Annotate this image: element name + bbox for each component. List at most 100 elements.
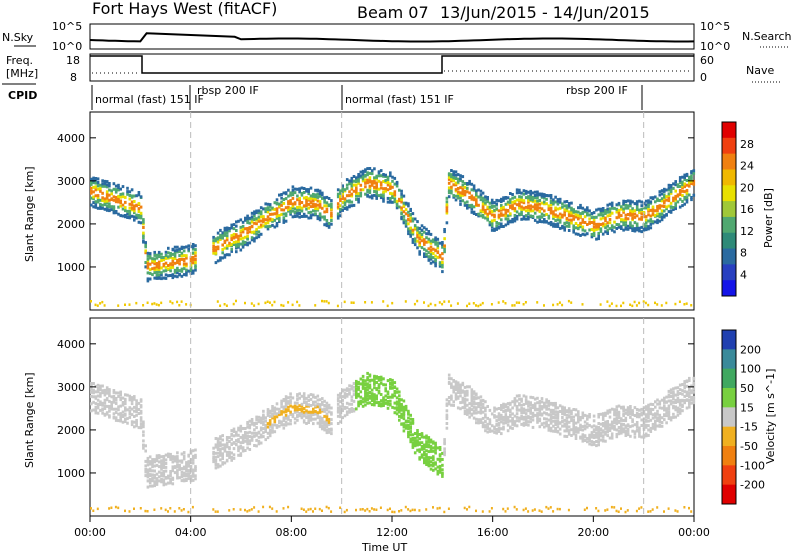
power-cell-333 bbox=[176, 245, 179, 249]
velocity-cell-1482 bbox=[481, 398, 485, 402]
velocity-cell-138 bbox=[126, 421, 129, 425]
velocity-cell-2077 bbox=[631, 429, 634, 433]
power-cell-1281 bbox=[450, 191, 453, 195]
power-cell-2077 bbox=[656, 205, 659, 208]
velocity-cell-1890 bbox=[586, 437, 589, 440]
velocity-cell-1330 bbox=[443, 510, 446, 514]
power-cell-1756 bbox=[570, 214, 573, 218]
velocity-cell-1816 bbox=[565, 422, 569, 426]
velocity-cell-1619 bbox=[520, 417, 523, 421]
velocity-cell-1260 bbox=[427, 464, 431, 468]
velocity-cell-305 bbox=[167, 510, 169, 513]
power-cell-1627 bbox=[536, 196, 539, 200]
velocity-colorbar-tick-5: -50 bbox=[740, 440, 758, 453]
velocity-cell-48 bbox=[101, 391, 104, 395]
power-cell-842 bbox=[327, 203, 331, 207]
power-cell-1680 bbox=[549, 194, 553, 197]
velocity-cell-2137 bbox=[647, 428, 650, 432]
velocity-cell-204 bbox=[144, 470, 147, 474]
power-cell-1200 bbox=[427, 230, 431, 233]
velocity-cell-1456 bbox=[477, 419, 480, 423]
velocity-cell-285 bbox=[162, 466, 166, 470]
power-cell-2000 bbox=[638, 217, 641, 221]
velocity-cell-139 bbox=[126, 417, 129, 421]
power-cell-114 bbox=[117, 188, 120, 192]
power-cell-1615 bbox=[533, 203, 537, 207]
velocity-cell-237 bbox=[151, 469, 154, 473]
power-cell-932 bbox=[355, 176, 358, 180]
velocity-cell-45 bbox=[101, 407, 104, 411]
power-cell-1165 bbox=[418, 233, 421, 237]
velocity-cell-571 bbox=[250, 508, 253, 511]
power-cell-240 bbox=[153, 253, 156, 257]
power-cell-1020 bbox=[379, 186, 383, 190]
velocity-cell-770 bbox=[305, 411, 308, 415]
velocity-cell-1176 bbox=[407, 427, 410, 430]
power-cell-1820 bbox=[588, 213, 591, 217]
velocity-cell-1960 bbox=[604, 430, 607, 434]
cpid-segment-2: rbsp 200 IF bbox=[197, 84, 259, 97]
velocity-cell-679 bbox=[280, 402, 283, 406]
power-cell-1 bbox=[90, 196, 93, 200]
power-cell-1631 bbox=[538, 220, 542, 223]
power-cell-433 bbox=[219, 228, 222, 232]
power-cell-2167 bbox=[678, 176, 682, 180]
power-cell-1291 bbox=[452, 195, 455, 199]
velocity-cell-798 bbox=[312, 417, 315, 421]
power-cell-1308 bbox=[456, 196, 460, 200]
velocity-cell-1627 bbox=[522, 423, 526, 427]
power-cell-531 bbox=[246, 231, 249, 235]
power-cell-1953 bbox=[626, 224, 630, 228]
power-cell-1423 bbox=[486, 212, 489, 216]
velocity-cell-1661 bbox=[529, 415, 532, 419]
velocity-cell-1188 bbox=[409, 430, 412, 434]
velocity-cell-1224 bbox=[418, 448, 421, 452]
velocity-cell-1448 bbox=[475, 408, 478, 412]
velocity-cell-2114 bbox=[640, 407, 643, 411]
velocity-cell-245 bbox=[153, 476, 156, 480]
velocity-cell-219 bbox=[146, 459, 150, 463]
velocity-cell-692 bbox=[284, 420, 288, 424]
power-cell-1655 bbox=[543, 194, 546, 198]
velocity-cell-757 bbox=[302, 419, 306, 423]
velocity-cell-656 bbox=[273, 415, 277, 419]
velocity-cell-7 bbox=[90, 382, 93, 385]
velocity-cell-366 bbox=[182, 451, 186, 455]
velocity-cell-1927 bbox=[595, 507, 598, 510]
power-cell-1594 bbox=[529, 214, 532, 218]
power-cell-657 bbox=[280, 200, 283, 204]
velocity-cell-213 bbox=[146, 475, 150, 479]
power-cell-1934 bbox=[622, 218, 625, 222]
velocity-cell-1232 bbox=[420, 447, 424, 451]
power-cell-266 bbox=[160, 277, 163, 281]
power-cell-2008 bbox=[640, 215, 643, 219]
velocity-cell-1214 bbox=[416, 443, 419, 447]
power-cell-558 bbox=[253, 230, 256, 234]
velocity-cell-1684 bbox=[533, 508, 536, 511]
velocity-colorbar-tick-7: -200 bbox=[740, 479, 765, 492]
power-cell-428 bbox=[219, 258, 222, 262]
power-cell-2090 bbox=[660, 215, 664, 219]
power-cell-293 bbox=[167, 255, 170, 259]
power-cell-1962 bbox=[629, 213, 632, 217]
power-cell-1641 bbox=[540, 215, 544, 219]
power-cell-836 bbox=[325, 195, 329, 199]
velocity-cell-820 bbox=[316, 402, 320, 406]
velocity-cell-1634 bbox=[522, 403, 526, 407]
power-cell-1945 bbox=[624, 220, 628, 224]
power-cell-582 bbox=[257, 209, 261, 213]
velocity-cell-196 bbox=[142, 443, 145, 447]
power-cell-1472 bbox=[497, 209, 501, 213]
power-cell-1725 bbox=[561, 303, 564, 307]
power-cell-1044 bbox=[386, 183, 390, 187]
velocity-cell-703 bbox=[287, 417, 290, 421]
velocity-cell-1773 bbox=[554, 410, 557, 414]
power-cell-1653 bbox=[543, 200, 546, 204]
power-cell-252 bbox=[155, 253, 159, 257]
velocity-cell-1387 bbox=[461, 406, 465, 410]
power-cell-300 bbox=[169, 262, 172, 266]
velocity-cell-1488 bbox=[484, 419, 487, 423]
power-cell-1057 bbox=[389, 171, 392, 175]
velocity-cell-2315 bbox=[692, 399, 696, 403]
power-cell-860 bbox=[336, 202, 340, 206]
